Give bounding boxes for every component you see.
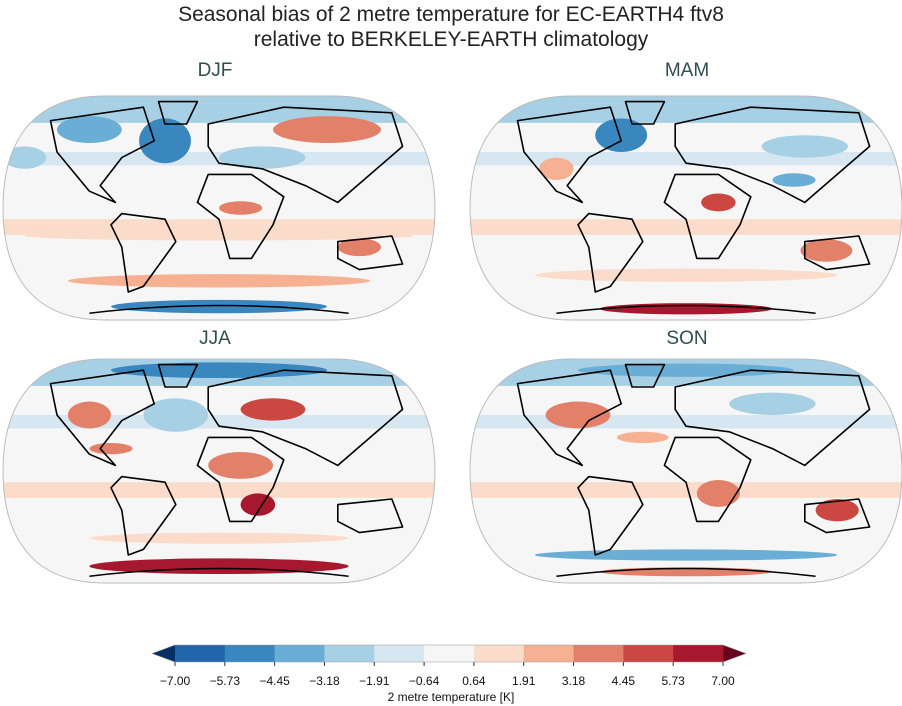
coastline [624, 363, 666, 388]
panel-title-djf: DJF [197, 60, 233, 81]
colorbar-segment [274, 645, 325, 662]
coastline [577, 475, 644, 556]
colorbar-segment [473, 645, 525, 662]
panel-title-jja: JJA [199, 328, 231, 349]
bias-region [729, 392, 816, 415]
bias-region [696, 479, 741, 507]
bias-region [595, 118, 648, 152]
coastline [577, 212, 644, 293]
coastline [207, 106, 404, 204]
coastline [336, 235, 404, 271]
colorbar-segment [324, 645, 375, 662]
coastline [196, 173, 285, 260]
colorbar-segment [573, 645, 624, 662]
coastline [157, 100, 199, 125]
colorbar-tick-label: 3.18 [561, 674, 586, 688]
colorbar-segment [224, 645, 276, 662]
colorbar-segment [424, 645, 475, 662]
colorbar [151, 644, 747, 666]
coastline [207, 369, 404, 467]
bias-region [772, 173, 816, 187]
bias-region [240, 398, 306, 421]
coastline [196, 436, 285, 523]
bias-region [143, 398, 209, 432]
coastline [49, 106, 155, 204]
colorbar-tick-label: 5.73 [661, 674, 685, 688]
bias-region [57, 116, 122, 144]
bias-region [3, 146, 47, 169]
title-line-2: relative to BERKELEY-EARTH climatology [253, 28, 649, 51]
bias-region [545, 401, 611, 429]
figure-title: Seasonal bias of 2 metre temperature for… [0, 2, 902, 52]
bias-region [337, 238, 381, 257]
colorbar-segment [374, 645, 425, 662]
coastline [157, 363, 199, 388]
colorbar-tick-label: −5.73 [209, 674, 240, 688]
map-djf [2, 95, 436, 321]
colorbar-tick-label: 7.00 [711, 674, 735, 688]
bias-region [273, 116, 381, 144]
coastline [110, 475, 177, 556]
colorbar-tick-label: −3.18 [309, 674, 340, 688]
coastline [110, 212, 177, 293]
bias-region [111, 362, 327, 379]
map-son [469, 358, 902, 584]
coastline [674, 369, 871, 467]
coastline [516, 369, 623, 467]
bias-region [219, 201, 263, 215]
colorbar-segment [673, 645, 724, 662]
colorbar-tick-label: 0.64 [462, 674, 486, 688]
panel-title-son: SON [666, 328, 708, 349]
bias-region [815, 499, 859, 522]
coastline [803, 498, 871, 534]
bias-region [24, 231, 414, 241]
bias-region [67, 401, 111, 429]
coastline [336, 498, 404, 534]
colorbar-tick-label: −0.64 [408, 674, 440, 688]
bias-region [534, 549, 838, 561]
coastline [674, 106, 871, 204]
coastline [803, 235, 871, 271]
map-mam [469, 95, 902, 321]
colorbar-segment [623, 645, 674, 662]
colorbar-tick-label: 4.45 [611, 674, 636, 688]
bias-region [534, 268, 838, 282]
colorbar-tick-label: −4.45 [259, 674, 290, 688]
coastline [663, 173, 752, 260]
colorbar-extend-high [723, 645, 746, 662]
bias-region [219, 146, 306, 169]
map-jja [2, 358, 436, 584]
bias-region [578, 363, 794, 377]
bias-region [761, 135, 848, 158]
bias-region [111, 299, 327, 314]
coastline [624, 100, 666, 125]
bias-region [701, 193, 736, 212]
bias-region [616, 431, 669, 443]
colorbar-tick-label: −1.91 [359, 674, 390, 688]
colorbar-tick-label: 1.91 [512, 674, 536, 688]
coastline [49, 369, 155, 467]
bias-region [67, 274, 371, 288]
panel-title-mam: MAM [664, 60, 710, 81]
bias-region [539, 157, 574, 180]
coastline [516, 106, 623, 204]
coastline [663, 436, 752, 523]
bias-region [139, 118, 191, 164]
colorbar-segment [523, 645, 575, 662]
colorbar-tick-label: −7.00 [159, 674, 191, 688]
title-line-1: Seasonal bias of 2 metre temperature for… [178, 3, 724, 26]
bias-region [89, 532, 349, 544]
colorbar-segment [175, 645, 226, 662]
colorbar-label: 2 metre temperature [K] [387, 690, 515, 704]
bias-region [800, 239, 853, 262]
bias-region [208, 451, 273, 479]
bias-region [89, 443, 133, 455]
colorbar-extend-low [152, 645, 175, 662]
